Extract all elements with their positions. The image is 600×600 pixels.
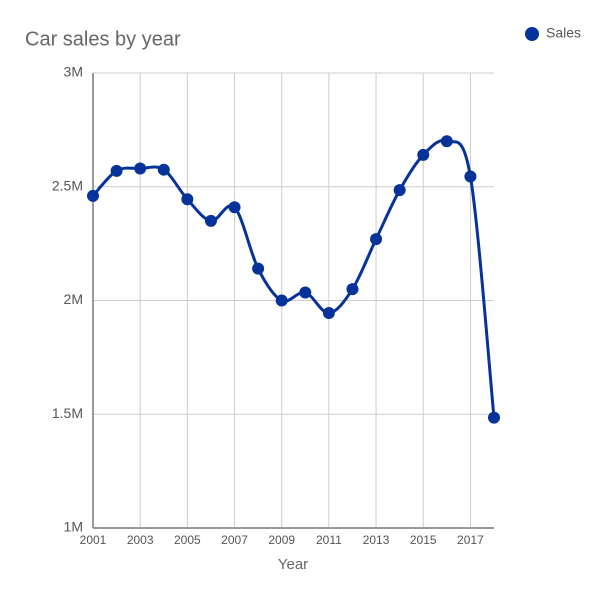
x-tick-label: 2013 <box>363 533 390 547</box>
point <box>393 184 406 197</box>
y-tick-label: 3M <box>64 64 83 80</box>
x-axis-label: Year <box>278 556 308 573</box>
y-tick-label: 2.5M <box>52 177 83 193</box>
point <box>346 283 359 296</box>
x-tick-label: 2007 <box>221 533 248 547</box>
point <box>134 162 147 175</box>
point <box>299 286 312 299</box>
legend-label: Sales <box>546 25 581 41</box>
point <box>440 135 453 148</box>
y-tick-label: 1M <box>64 519 83 535</box>
point <box>275 294 288 307</box>
y-tick-label: 1.5M <box>52 405 83 421</box>
point <box>417 148 430 161</box>
point <box>322 307 335 320</box>
x-tick-label: 2005 <box>174 533 201 547</box>
point <box>252 262 265 275</box>
x-tick-label: 2003 <box>127 533 154 547</box>
point <box>370 233 383 246</box>
x-tick-label: 2009 <box>268 533 295 547</box>
point <box>110 164 123 177</box>
point <box>87 189 99 202</box>
y-tick-label: 2M <box>64 291 83 307</box>
point <box>464 170 477 183</box>
x-tick-label: 2001 <box>80 533 107 547</box>
chart-title: Car sales by year <box>25 28 181 50</box>
point <box>181 193 194 206</box>
x-tick-label: 2015 <box>410 533 437 547</box>
line <box>91 138 496 418</box>
point <box>157 163 170 176</box>
point <box>228 201 241 214</box>
point <box>204 214 217 227</box>
x-tick-label: 2011 <box>316 533 342 547</box>
legend-marker <box>525 27 539 41</box>
point <box>488 411 500 424</box>
x-tick-label: 2017 <box>457 533 484 547</box>
